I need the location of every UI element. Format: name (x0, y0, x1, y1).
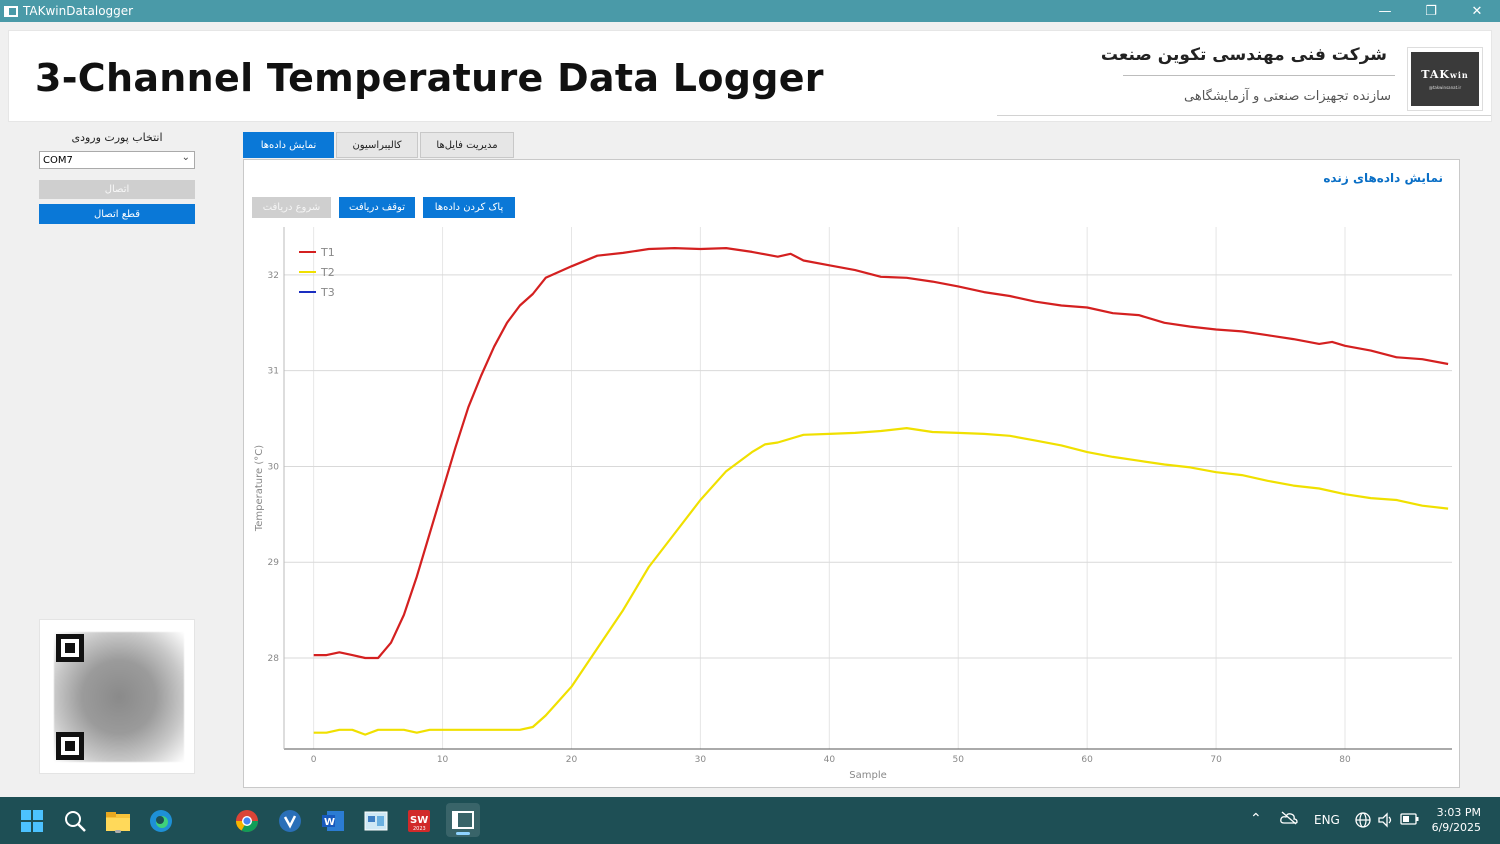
app-icon (4, 5, 18, 17)
file-explorer-icon[interactable] (104, 807, 132, 835)
y-tick-label: 30 (268, 462, 280, 472)
running-indicator (115, 830, 121, 833)
clock-date: 6/9/2025 (1431, 821, 1481, 834)
restore-button[interactable]: ❐ (1425, 3, 1437, 19)
qr-finder (56, 732, 84, 760)
x-tick-label: 20 (566, 755, 578, 765)
x-tick-label: 70 (1210, 755, 1222, 765)
taskbar: W SW 2023 ⌃ ENG 3:03 PM 6/9/2025 (0, 797, 1500, 844)
x-tick-label: 30 (695, 755, 707, 765)
x-tick-label: 50 (953, 755, 965, 765)
logo-text: TAK (1421, 68, 1450, 81)
search-icon[interactable] (61, 807, 89, 835)
battery-icon[interactable] (1400, 812, 1420, 829)
x-tick-label: 10 (437, 755, 449, 765)
port-select[interactable]: COM7 ⌄ (39, 151, 195, 169)
y-tick-label: 29 (268, 558, 280, 568)
edge-icon[interactable] (147, 807, 175, 835)
svg-text:2023: 2023 (413, 826, 426, 832)
solidworks-icon[interactable]: SW 2023 (405, 807, 433, 835)
window-controls: — ❐ ✕ (1362, 0, 1500, 22)
minimize-button[interactable]: — (1378, 3, 1392, 19)
chevron-up-icon[interactable]: ⌃ (1250, 811, 1262, 827)
network-icon[interactable] (1354, 811, 1372, 832)
y-tick-label: 28 (268, 654, 280, 664)
clear-data-button[interactable]: پاک کردن داده‌ها (423, 197, 515, 218)
window-titlebar: TAKwinDatalogger — ❐ ✕ (0, 0, 1500, 22)
close-button[interactable]: ✕ (1471, 3, 1483, 19)
divider (997, 115, 1491, 116)
legend-label-t1: T1 (320, 246, 335, 259)
panel-heading: نمایش داده‌های زنده (1323, 171, 1443, 185)
chevron-down-icon: ⌄ (181, 152, 190, 163)
company-logo: TAKwin @takwinsanat.ir (1407, 47, 1483, 111)
volume-icon[interactable] (1377, 811, 1395, 832)
app-window-icon[interactable] (362, 807, 390, 835)
qr-finder (56, 634, 84, 662)
series-line-t2 (313, 427, 1449, 736)
qr-code (39, 619, 195, 774)
company-name: شرکت فنی مهندسی تکوین صنعت (1100, 45, 1387, 65)
stop-receive-button[interactable]: توقف دریافت (339, 197, 415, 218)
logo-small-text: @takwinsanat.ir (1428, 85, 1462, 90)
port-label: انتخاب پورت ورودی (71, 131, 163, 144)
disconnect-button[interactable]: قطع اتصال (39, 204, 195, 224)
x-tick-label: 40 (824, 755, 836, 765)
y-tick-label: 31 (268, 367, 279, 377)
y-axis-label: Temperature (°C) (254, 445, 265, 532)
clock[interactable]: 3:03 PM 6/9/2025 (1432, 805, 1481, 835)
chrome-icon[interactable] (233, 807, 261, 835)
legend-label-t2: T2 (320, 266, 335, 279)
y-tick-label: 32 (268, 271, 279, 281)
port-select-value: COM7 (43, 154, 73, 166)
tab-calibration[interactable]: کالیبراسیون (336, 132, 418, 158)
temperature-chart[interactable]: 0 10 20 30 40 50 60 70 80 28 29 30 31 32 Sample Tempera… (244, 160, 1459, 787)
series-line-t1 (313, 247, 1449, 660)
takwin-app-icon[interactable] (446, 803, 480, 837)
legend-label-t3: T3 (320, 286, 335, 299)
tab-file-management[interactable]: مدیریت فایل‌ها (420, 132, 514, 158)
start-receive-button[interactable]: شروع دریافت (252, 197, 331, 218)
window-title: TAKwinDatalogger (23, 4, 134, 18)
live-data-panel: نمایش داده‌های زنده شروع دریافت توقف دری… (243, 159, 1460, 788)
x-tick-label: 60 (1081, 755, 1093, 765)
x-tick-label: 0 (311, 755, 317, 765)
company-subtitle: سازنده تجهیزات صنعتی و آزمایشگاهی (1184, 89, 1391, 104)
tab-display-data[interactable]: نمایش داده‌ها (243, 132, 334, 158)
svg-text:SW: SW (410, 815, 428, 826)
x-tick-label: 80 (1339, 755, 1351, 765)
app-v-icon[interactable] (276, 807, 304, 835)
language-indicator[interactable]: ENG (1314, 813, 1340, 827)
connect-button[interactable]: اتصال (39, 180, 195, 199)
start-icon[interactable] (18, 807, 46, 835)
svg-text:W: W (324, 817, 335, 828)
logo-suffix: win (1449, 70, 1469, 80)
active-indicator (456, 832, 470, 835)
x-axis-label: Sample (849, 770, 887, 781)
clock-time: 3:03 PM (1436, 806, 1481, 819)
word-icon[interactable]: W (319, 807, 347, 835)
cloud-off-icon[interactable] (1280, 811, 1298, 828)
page-title: 3-Channel Temperature Data Logger (35, 56, 824, 100)
logo-mark: TAKwin @takwinsanat.ir (1411, 52, 1479, 106)
divider (1123, 75, 1395, 76)
app-header: 3-Channel Temperature Data Logger شرکت ف… (8, 30, 1492, 122)
